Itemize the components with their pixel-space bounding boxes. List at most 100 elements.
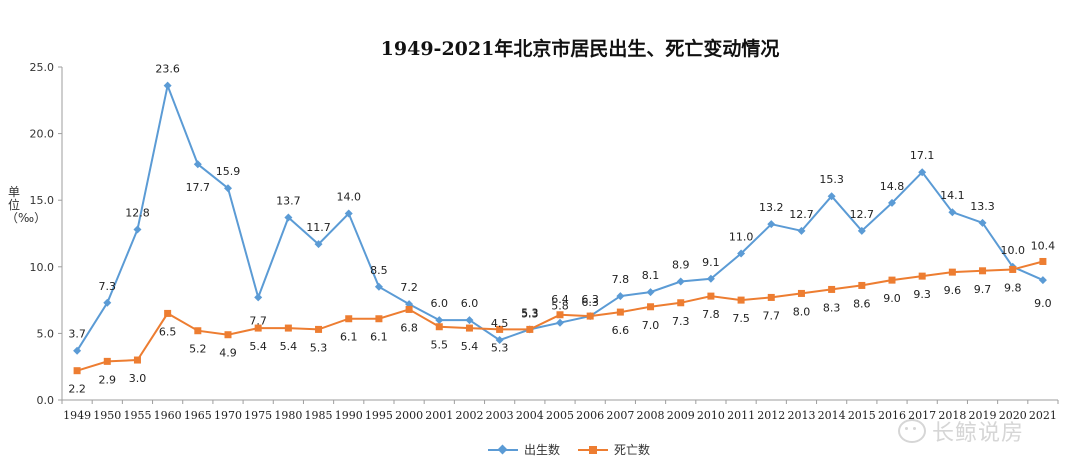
death-point bbox=[737, 296, 745, 304]
death-data-label: 9.0 bbox=[883, 292, 901, 305]
death-data-label: 8.6 bbox=[853, 297, 871, 310]
birth-point bbox=[193, 160, 202, 169]
x-tick-label: 2009 bbox=[667, 409, 695, 422]
birth-data-label: 7.3 bbox=[99, 280, 117, 293]
birth-data-label: 6.0 bbox=[431, 297, 449, 310]
death-data-label: 4.9 bbox=[219, 347, 237, 360]
death-point bbox=[345, 315, 353, 323]
x-tick-label: 2018 bbox=[938, 409, 966, 422]
x-tick-label: 2006 bbox=[576, 409, 604, 422]
death-point bbox=[767, 293, 775, 301]
x-tick-label: 2010 bbox=[697, 409, 725, 422]
legend-item-death: 死亡数 bbox=[578, 441, 650, 458]
birth-data-label: 14.0 bbox=[336, 191, 361, 204]
birth-data-label: 9.0 bbox=[1034, 297, 1052, 310]
x-tick-label: 1980 bbox=[274, 409, 302, 422]
birth-data-label: 4.5 bbox=[491, 317, 509, 330]
birth-data-label: 3.7 bbox=[68, 328, 86, 341]
death-point bbox=[616, 308, 624, 316]
death-point bbox=[556, 311, 564, 319]
birth-data-label: 13.7 bbox=[276, 195, 301, 208]
death-data-label: 5.4 bbox=[249, 340, 267, 353]
x-tick-label: 2014 bbox=[818, 409, 846, 422]
death-data-label: 9.6 bbox=[944, 284, 962, 297]
death-point bbox=[496, 325, 504, 333]
x-tick-label: 2002 bbox=[455, 409, 483, 422]
death-point bbox=[586, 312, 594, 320]
chart-title: 1949-2021年北京市居民出生、死亡变动情况 bbox=[380, 38, 780, 60]
x-tick-label: 1990 bbox=[335, 409, 363, 422]
legend-swatch-death bbox=[578, 444, 609, 456]
legend: 出生数 死亡数 bbox=[488, 441, 668, 458]
death-data-label: 5.3 bbox=[491, 341, 509, 354]
birth-data-label: 11.7 bbox=[306, 221, 331, 234]
death-data-label: 6.1 bbox=[370, 331, 388, 344]
birth-data-label: 23.6 bbox=[155, 63, 180, 76]
death-data-label: 8.0 bbox=[793, 305, 811, 318]
birth-data-label: 17.1 bbox=[910, 149, 935, 162]
death-point bbox=[828, 285, 836, 293]
x-tick-label: 1965 bbox=[184, 409, 212, 422]
death-data-label: 7.0 bbox=[642, 319, 660, 332]
birth-point bbox=[646, 288, 655, 297]
death-data-label: 7.3 bbox=[672, 315, 690, 328]
death-point bbox=[133, 356, 141, 364]
birth-point bbox=[706, 274, 715, 283]
birth-data-label: 8.9 bbox=[672, 258, 690, 271]
death-data-label: 6.6 bbox=[612, 324, 630, 337]
y-tick-label: 5.0 bbox=[37, 327, 55, 340]
birth-point bbox=[1038, 276, 1047, 285]
birth-data-label: 17.7 bbox=[186, 181, 211, 194]
y-tick-label: 25.0 bbox=[30, 61, 55, 74]
y-tick-label: 10.0 bbox=[30, 261, 55, 274]
x-tick-label: 2004 bbox=[516, 409, 544, 422]
y-tick-label: 0.0 bbox=[37, 394, 55, 407]
birth-point bbox=[374, 282, 383, 291]
legend-swatch-birth bbox=[488, 444, 518, 456]
death-data-label: 8.3 bbox=[823, 301, 841, 314]
x-tick-label: 1995 bbox=[365, 409, 393, 422]
death-data-label: 9.7 bbox=[974, 283, 992, 296]
death-data-label: 5.4 bbox=[280, 340, 298, 353]
birth-point bbox=[495, 336, 504, 345]
death-point bbox=[948, 268, 956, 276]
birth-data-label: 5.3 bbox=[521, 306, 539, 319]
y-tick-label: 15.0 bbox=[30, 194, 55, 207]
death-point bbox=[375, 315, 383, 323]
x-tick-label: 2000 bbox=[395, 409, 423, 422]
birth-point bbox=[284, 213, 293, 222]
birth-point bbox=[857, 226, 866, 235]
watermark: 长鲸说房 bbox=[898, 415, 1024, 447]
death-data-label: 9.8 bbox=[1004, 281, 1022, 294]
birth-data-label: 5.8 bbox=[551, 300, 569, 313]
death-data-label: 6.8 bbox=[400, 321, 418, 334]
y-axis-label: 单位（‰） bbox=[6, 185, 47, 225]
birth-data-label: 13.2 bbox=[759, 201, 784, 214]
death-point bbox=[707, 292, 715, 300]
death-point bbox=[526, 325, 534, 333]
death-point bbox=[315, 325, 323, 333]
death-data-label: 5.5 bbox=[431, 339, 449, 352]
birth-point bbox=[918, 168, 927, 177]
death-data-label: 6.3 bbox=[581, 296, 599, 309]
death-data-label: 5.3 bbox=[310, 341, 328, 354]
birth-point bbox=[737, 249, 746, 258]
death-point bbox=[194, 327, 202, 335]
birth-point bbox=[465, 316, 474, 325]
death-data-label: 10.4 bbox=[1031, 239, 1056, 252]
birth-data-label: 12.8 bbox=[125, 207, 150, 220]
x-tick-label: 2015 bbox=[848, 409, 876, 422]
x-tick-label: 2013 bbox=[787, 409, 815, 422]
legend-label-birth: 出生数 bbox=[524, 443, 561, 457]
x-tick-label: 2016 bbox=[878, 409, 906, 422]
legend-label-death: 死亡数 bbox=[614, 443, 651, 457]
birth-point bbox=[163, 81, 172, 90]
x-tick-label: 2017 bbox=[908, 409, 936, 422]
x-tick-label: 2011 bbox=[727, 409, 755, 422]
birth-point bbox=[224, 184, 232, 193]
death-point bbox=[918, 272, 926, 280]
birth-point bbox=[616, 292, 625, 301]
death-point bbox=[405, 305, 413, 313]
x-tick-label: 2007 bbox=[606, 409, 634, 422]
